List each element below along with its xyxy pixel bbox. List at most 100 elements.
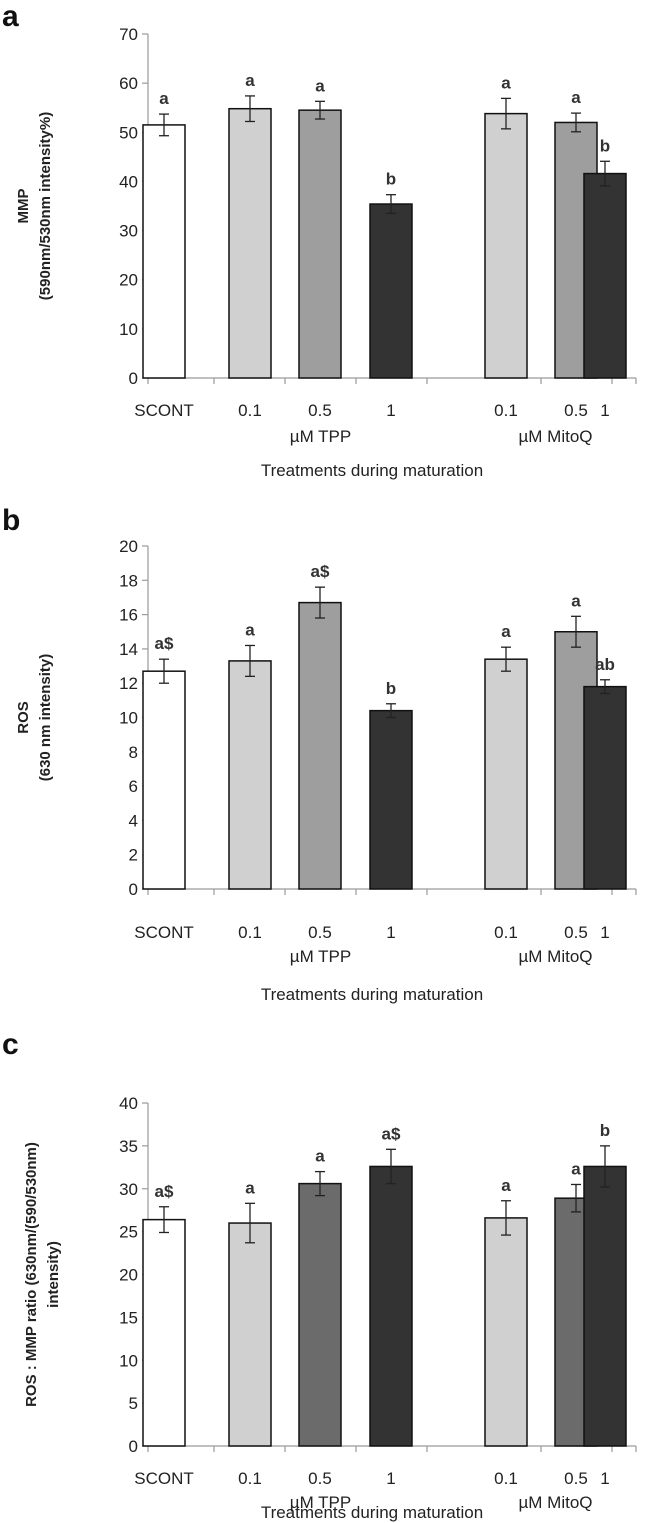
y-tick-label: 2 [129,846,138,865]
panel-c: c ROS : MMP ratio (630nm/(590/530nm) inten… [2,1028,637,1522]
significance-label: a [501,1176,511,1195]
y-tick-label: 10 [119,1351,138,1370]
x-category-label: SCONT [134,1469,194,1488]
bar-scont [142,1218,186,1447]
significance-label: a [571,88,581,107]
y-tick-label: 6 [129,777,138,796]
y-tick-label: 25 [119,1223,138,1242]
y-tick-label: 10 [119,320,138,339]
significance-label: a [501,622,511,641]
bar-tpp-0.5 [298,601,342,890]
significance-label: a [245,1178,255,1197]
y-tick-label: 60 [119,74,138,93]
x-group-label: µM TPP [290,427,351,446]
panel-letter: c [2,1028,19,1061]
bar-tpp-0.5 [298,1182,342,1447]
y-axis-title: MMP [15,189,32,224]
bar-scont [142,124,186,379]
x-category-label: SCONT [134,923,194,942]
x-category-label: 0.1 [238,923,262,942]
bar-mitoq-0.1 [484,658,528,890]
significance-label: a [245,620,255,639]
significance-label: b [600,1121,610,1140]
bar-tpp-0.5 [298,109,342,379]
x-group-label: µM TPP [290,1493,351,1512]
x-category-label: 0.5 [564,923,588,942]
x-axis-title: Treatments during maturation [261,1503,483,1522]
bar-mitoq-0.1 [484,1217,528,1447]
y-tick-label: 12 [119,674,138,693]
significance-label: a$ [155,1182,174,1201]
bar-tpp-0.1 [228,107,272,379]
y-tick-label: 35 [119,1137,138,1156]
significance-label: a [315,76,325,95]
panel-letter: a [2,0,19,33]
significance-label: b [386,170,396,189]
x-category-label: SCONT [134,401,194,420]
y-tick-label: 14 [119,640,138,659]
x-category-label: 0.5 [308,1469,332,1488]
bar-mitoq-1 [583,172,627,379]
y-tick-label: 0 [129,1437,138,1456]
x-group-label: µM MitoQ [518,427,592,446]
y-tick-label: 10 [119,709,138,728]
bar-mitoq-0.1 [484,112,528,379]
y-tick-label: 4 [129,811,138,830]
bar-scont [142,670,186,890]
x-category-label: 1 [386,923,395,942]
bar-mitoq-1 [583,685,627,890]
significance-label: a [571,1159,581,1178]
y-tick-label: 20 [119,1266,138,1285]
x-category-label: 0.5 [308,401,332,420]
x-category-label: 1 [600,923,609,942]
x-category-label: 0.1 [494,1469,518,1488]
significance-label: ab [595,655,615,674]
y-tick-label: 70 [119,25,138,44]
panel-a: a MMP (590nm/530nm intensity%) 0 10 20 30 40 50 6… [2,0,637,480]
y-tick-label: 8 [129,743,138,762]
significance-label: a [501,73,511,92]
y-tick-label: 20 [119,537,138,556]
x-category-label: 0.1 [238,1469,262,1488]
x-category-label: 0.1 [494,401,518,420]
significance-label: a [159,89,169,108]
significance-label: a [245,71,255,90]
bar-tpp-1 [369,709,413,890]
significance-label: a$ [155,634,174,653]
bar-tpp-0.1 [228,660,272,890]
panel-b: b ROS (630 nm intensity) 0 2 4 6 8 10 12 14 16 18 20 a… [2,504,637,1004]
y-axis-title: (630 nm intensity) [37,654,54,782]
x-axis-title: Treatments during maturation [261,985,483,1004]
bar-tpp-1 [369,203,413,379]
y-tick-label: 16 [119,606,138,625]
significance-label: b [386,679,396,698]
x-category-label: 1 [386,401,395,420]
x-axis-title: Treatments during maturation [261,461,483,480]
significance-label: a [315,1147,325,1166]
y-tick-label: 40 [119,172,138,191]
x-category-label: 1 [600,401,609,420]
y-axis-title: (590nm/530nm intensity%) [37,112,54,300]
panel-letter: b [2,504,20,537]
y-tick-label: 50 [119,123,138,142]
y-tick-label: 40 [119,1094,138,1113]
y-tick-label: 30 [119,1180,138,1199]
y-tick-label: 18 [119,571,138,590]
x-category-label: 0.5 [308,923,332,942]
x-category-label: 1 [386,1469,395,1488]
y-tick-label: 30 [119,222,138,241]
x-category-label: 1 [600,1469,609,1488]
bar-mitoq-1 [583,1165,627,1447]
x-category-label: 0.5 [564,1469,588,1488]
x-category-label: 0.5 [564,401,588,420]
significance-label: a [571,591,581,610]
y-axis-title: intensity) [45,1241,62,1308]
bar-tpp-0.1 [228,1222,272,1447]
x-group-label: µM MitoQ [518,1493,592,1512]
y-axis-title: ROS [15,701,32,734]
y-tick-label: 20 [119,271,138,290]
x-category-label: 0.1 [238,401,262,420]
x-group-label: µM MitoQ [518,947,592,966]
y-axis-title: ROS : MMP ratio (630nm/(590/530nm) [23,1142,40,1407]
